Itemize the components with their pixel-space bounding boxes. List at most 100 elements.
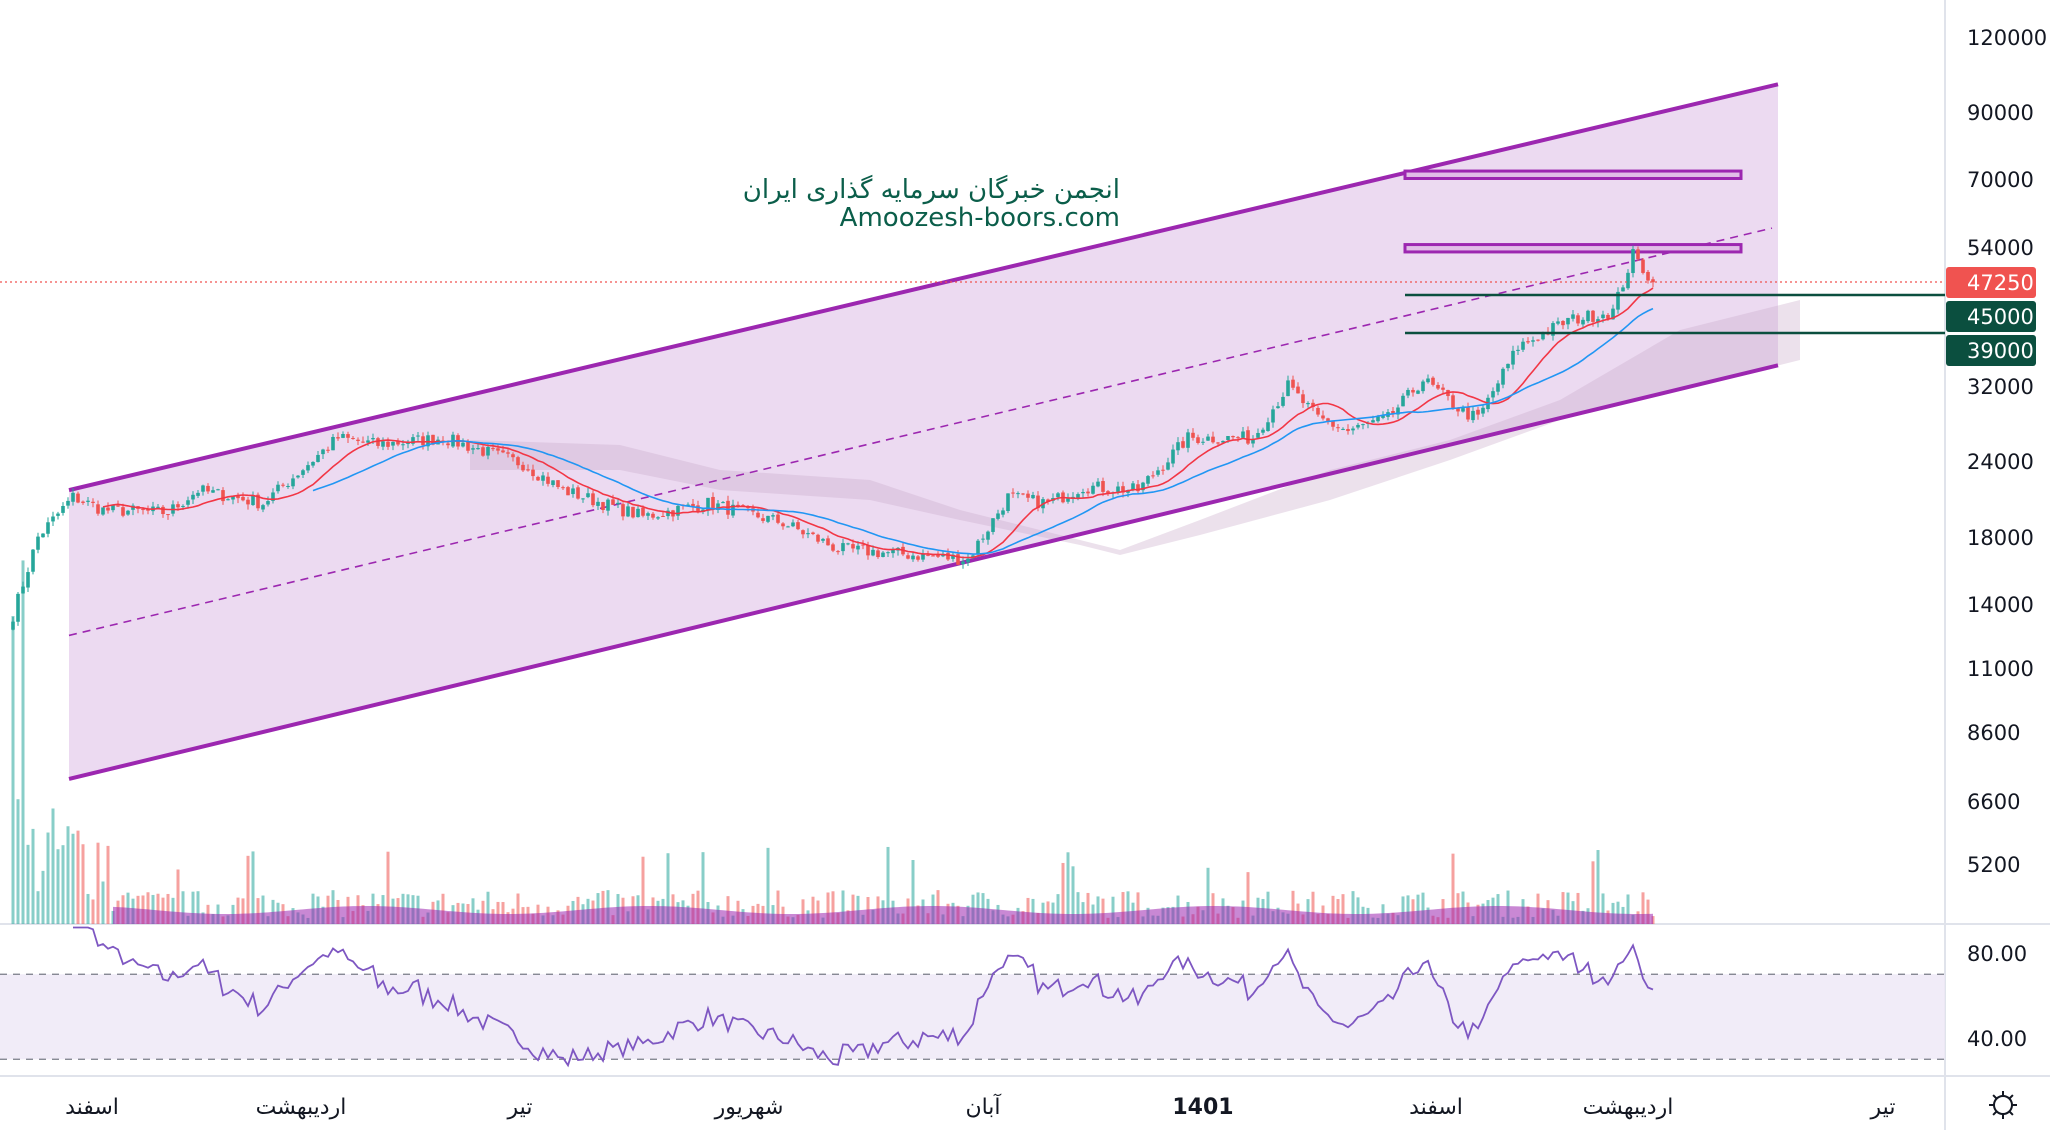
time-tick-label: 1401 xyxy=(1172,1095,1233,1120)
candle-body xyxy=(416,435,420,437)
candle-body xyxy=(166,514,170,516)
volume-bar xyxy=(1646,899,1650,924)
candle-body xyxy=(531,469,535,477)
candle xyxy=(211,486,215,493)
candle-body xyxy=(761,518,765,521)
candle xyxy=(1616,287,1620,314)
candle-body xyxy=(141,509,145,511)
candle xyxy=(1026,490,1030,502)
volume-bar xyxy=(261,895,265,924)
candle-body xyxy=(1576,315,1580,324)
candle-body xyxy=(686,504,690,506)
candle xyxy=(1156,466,1160,477)
candle xyxy=(591,490,595,508)
candle-body xyxy=(891,549,895,554)
settings-gear-icon[interactable] xyxy=(1989,1091,2017,1119)
watermark: انجمن خبرگان سرمایه گذاری ایران Amoozesh… xyxy=(700,176,1120,232)
volume-bar xyxy=(516,893,520,924)
candle-body xyxy=(1531,340,1535,342)
candle-body xyxy=(926,554,930,556)
candle xyxy=(281,482,285,488)
candle-body xyxy=(1621,287,1625,292)
candle-body xyxy=(996,513,1000,519)
candle-body xyxy=(236,495,240,499)
candle xyxy=(601,501,605,514)
candle-body xyxy=(1361,424,1365,426)
candle-body xyxy=(696,505,700,512)
candle-body xyxy=(96,504,100,514)
candle xyxy=(1346,424,1350,435)
candle xyxy=(1196,434,1200,445)
volume-bar xyxy=(851,894,855,924)
candle-body xyxy=(321,449,325,455)
candle-body xyxy=(201,485,205,492)
candle-body xyxy=(1626,272,1630,289)
volume-bar xyxy=(101,881,105,924)
candle-body xyxy=(1551,323,1555,336)
candle xyxy=(1466,402,1470,422)
candle xyxy=(911,552,915,562)
candle-body xyxy=(281,484,285,486)
candle-body xyxy=(1506,363,1510,369)
candle xyxy=(761,513,765,524)
candle xyxy=(541,471,545,486)
time-tick-label: اسفند xyxy=(1409,1095,1463,1120)
candle-body xyxy=(876,550,880,558)
candle-body xyxy=(1346,429,1350,432)
volume-bar xyxy=(76,830,80,924)
candle xyxy=(586,488,590,499)
volume-bar xyxy=(1246,872,1250,924)
candle-body xyxy=(471,448,475,450)
candle-body xyxy=(186,500,190,505)
channel-upper-line xyxy=(68,82,1779,493)
candle-body xyxy=(1476,409,1480,415)
candle-body xyxy=(1651,279,1655,283)
candle-body xyxy=(811,532,815,535)
candle-body xyxy=(246,499,250,505)
candle xyxy=(156,504,160,509)
candle-body xyxy=(1521,341,1525,350)
candle xyxy=(841,538,845,556)
candle-body xyxy=(91,501,95,503)
candle xyxy=(256,492,260,511)
candle-body xyxy=(1026,493,1030,498)
candle-body xyxy=(1431,377,1435,385)
volume-bar xyxy=(811,896,815,924)
candle xyxy=(91,498,95,508)
candle xyxy=(1581,317,1585,329)
candle xyxy=(346,431,350,443)
candle-body xyxy=(1536,339,1540,341)
candle xyxy=(551,480,555,488)
candle xyxy=(1481,405,1485,417)
candle xyxy=(231,496,235,505)
candle-body xyxy=(1016,493,1020,495)
candle xyxy=(21,581,25,594)
candle xyxy=(241,492,245,502)
candle-body xyxy=(1636,249,1640,260)
candle-body xyxy=(796,522,800,530)
candle xyxy=(996,509,1000,521)
candle xyxy=(1186,428,1190,453)
candle-body xyxy=(611,499,615,505)
candle-body xyxy=(571,488,575,495)
candle-body xyxy=(646,513,650,516)
candle-body xyxy=(1326,418,1330,422)
candle-body xyxy=(1411,389,1415,393)
candle-body xyxy=(916,556,920,560)
candle-body xyxy=(1241,431,1245,438)
candle xyxy=(126,509,130,516)
candle-body xyxy=(791,522,795,527)
candle xyxy=(1651,276,1655,288)
candle-body xyxy=(1186,432,1190,448)
volume-bar xyxy=(1616,901,1620,924)
candle-body xyxy=(1456,407,1460,412)
candle-body xyxy=(1441,387,1445,390)
candle xyxy=(1531,336,1535,347)
candle xyxy=(361,436,365,444)
candle-body xyxy=(1331,421,1335,427)
candle-body xyxy=(1561,321,1565,326)
candle-body xyxy=(31,549,35,572)
candle-body xyxy=(276,484,280,492)
candle-body xyxy=(706,497,710,511)
